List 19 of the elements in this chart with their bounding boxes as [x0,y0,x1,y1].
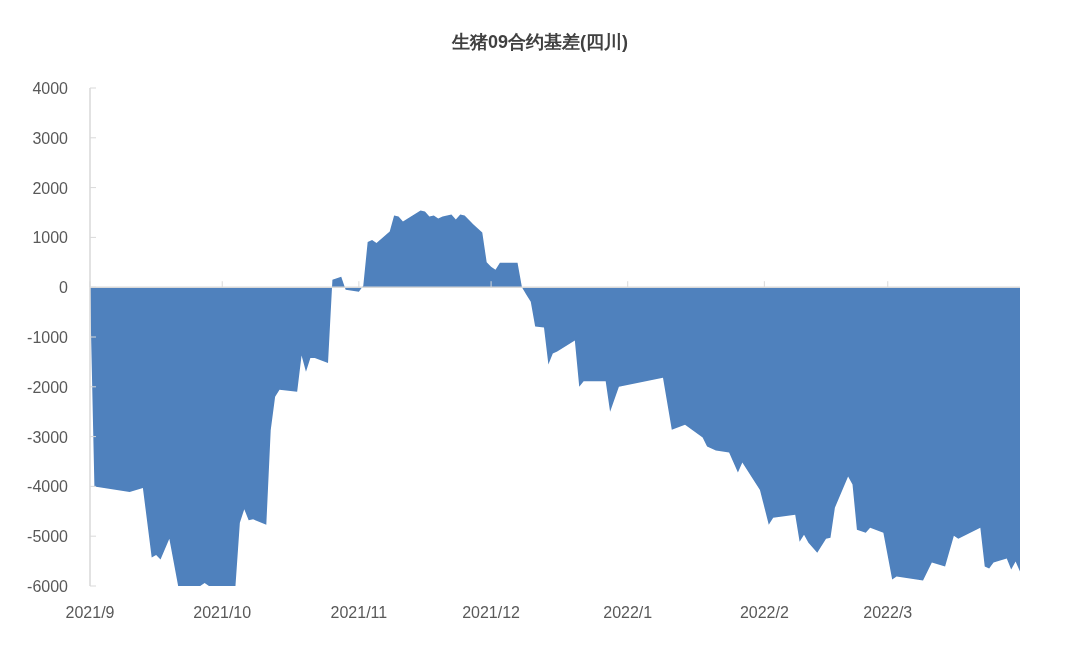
x-tick-label: 2022/2 [739,604,789,621]
y-tick-label: -2000 [27,378,69,396]
y-tick-label: 2000 [32,179,69,197]
x-tick-label: 2022/1 [603,604,653,621]
y-tick-label: 3000 [32,129,69,147]
y-tick-label: -5000 [27,528,69,546]
y-tick-label: -4000 [27,478,69,496]
y-tick-label: -3000 [27,428,69,446]
y-tick-label: 1000 [32,229,69,247]
x-tick-label: 2022/3 [863,604,913,621]
chart-title: 生猪09合约基差(四川) [450,32,629,52]
y-tick-label: -1000 [27,329,69,346]
y-tick-label: -6000 [27,578,69,595]
x-tick-label: 2021/11 [330,604,388,621]
x-tick-label: 2021/10 [193,604,252,621]
y-tick-label: 0 [59,279,69,297]
y-tick-label: 4000 [32,80,69,97]
x-tick-label: 2021/12 [462,604,521,621]
x-tick-label: 2021/9 [65,604,115,621]
